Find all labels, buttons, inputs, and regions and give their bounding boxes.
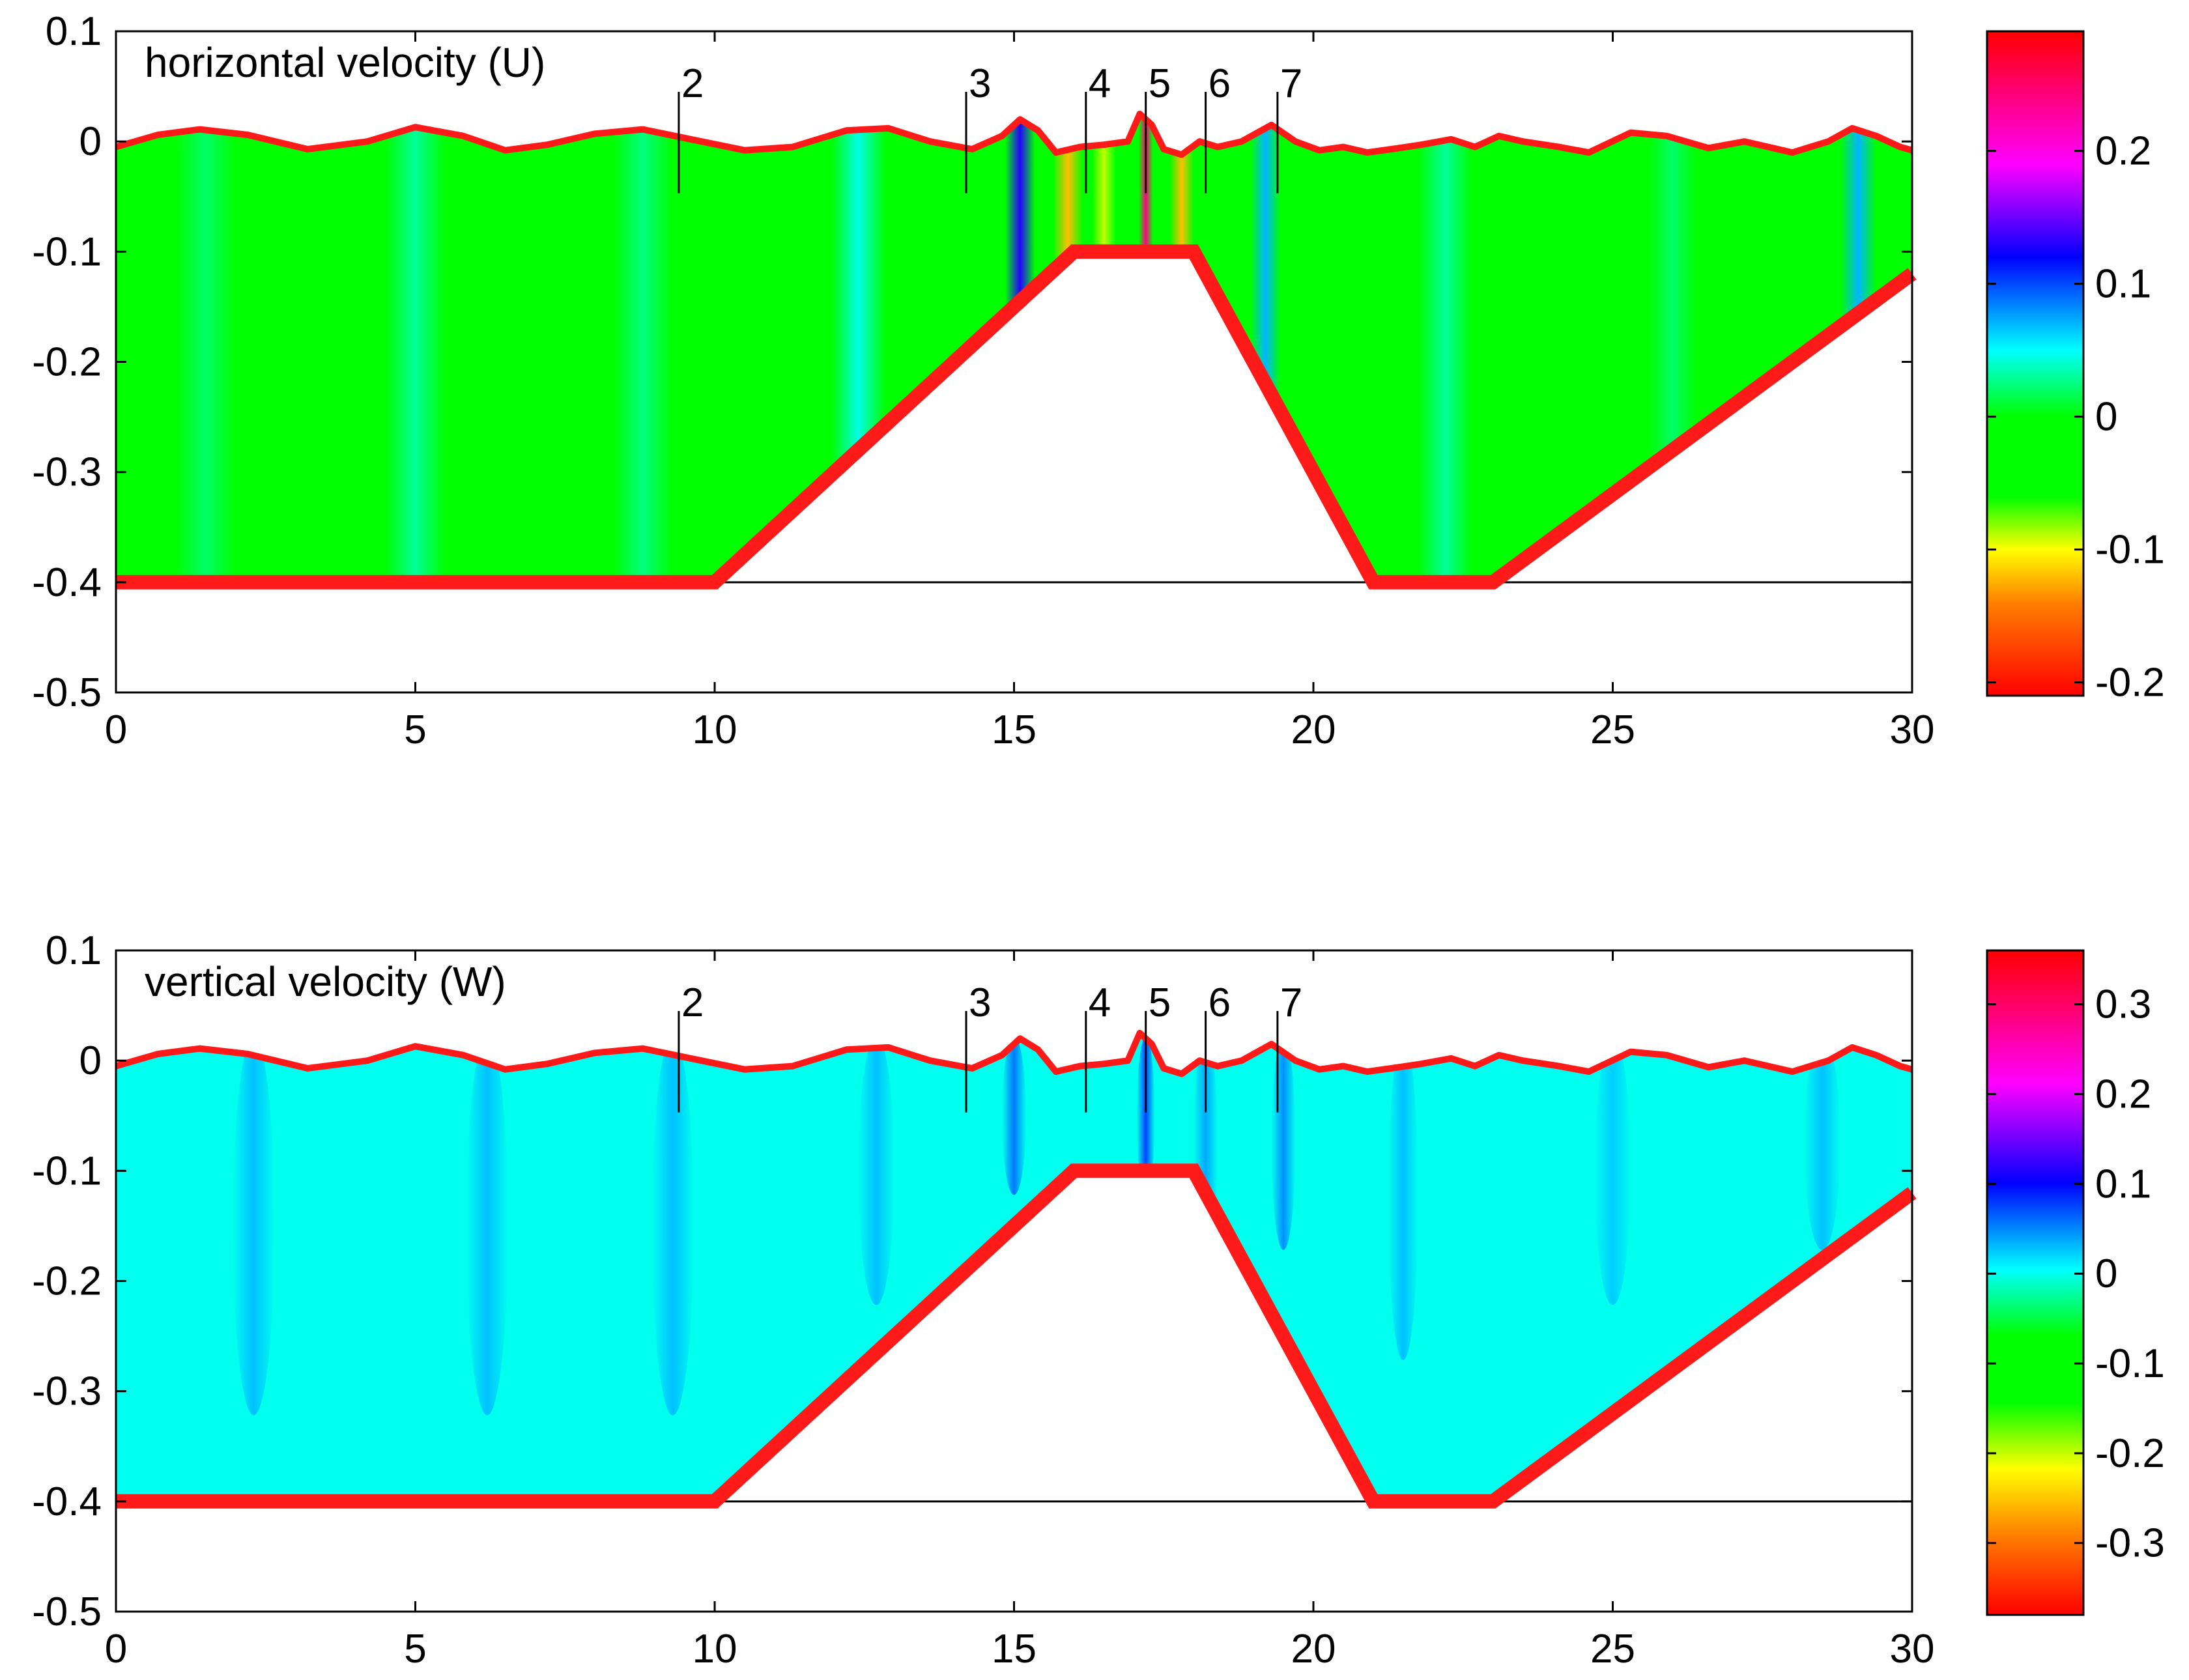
- y-tick-label: -0.2: [32, 1259, 102, 1304]
- velocity-band: [1388, 1036, 1418, 1360]
- colorbar-tick-label: -0.1: [2095, 528, 2165, 573]
- bathymetry-line: [116, 244, 1917, 590]
- y-tick-label: 0.1: [46, 9, 102, 54]
- velocity-band: [831, 113, 885, 582]
- y-tick-label: -0.5: [32, 1589, 102, 1634]
- x-tick-label: 10: [693, 1627, 737, 1672]
- y-tick-label: -0.4: [32, 1479, 102, 1524]
- y-tick-label: 0: [79, 1038, 102, 1083]
- gauge-label: 2: [681, 980, 704, 1025]
- y-axis: 0.1 0 -0.1 -0.2 -0.3 -0.4 -0.5: [32, 928, 1912, 1634]
- y-tick-label: -0.4: [32, 560, 102, 605]
- y-tick-label: 0.1: [46, 928, 102, 973]
- colorbar-axis: 0.2 0.1 0 -0.1 -0.2: [1987, 129, 2165, 705]
- gauge-label: 7: [1280, 980, 1302, 1025]
- colorbar-tick-label: 0: [2095, 395, 2117, 440]
- x-tick-label: 30: [1890, 707, 1935, 752]
- velocity-band: [1136, 1036, 1155, 1195]
- colorbar: [1986, 30, 2085, 697]
- gauge-label: 3: [969, 61, 991, 106]
- gauge-label: 6: [1209, 980, 1231, 1025]
- y-tick-label: 0: [79, 119, 102, 164]
- y-tick-label: -0.3: [32, 1369, 102, 1414]
- free-surface-line: [115, 110, 1913, 158]
- colorbar-axis: 0.3 0.2 0.1 0 -0.1 -0.2 -0.3: [1987, 982, 2165, 1566]
- velocity-band: [651, 1036, 694, 1416]
- colorbar-tick-label: 0.1: [2095, 1161, 2151, 1206]
- heatmap-field: [116, 1032, 1912, 1502]
- velocity-band: [233, 1036, 275, 1416]
- velocity-band: [1092, 113, 1116, 582]
- velocity-band: [1594, 1036, 1631, 1305]
- x-tick-label: 20: [1291, 707, 1336, 752]
- y-tick-label: -0.5: [32, 670, 102, 715]
- velocity-band: [1271, 1036, 1296, 1250]
- velocity-band: [1053, 113, 1083, 582]
- x-tick-label: 5: [404, 1627, 426, 1672]
- y-tick-label: -0.2: [32, 340, 102, 385]
- y-tick-label: -0.1: [32, 229, 102, 274]
- gauge-label: 6: [1209, 61, 1231, 106]
- gauge-label: 5: [1149, 980, 1171, 1025]
- colorbar-tick-label: -0.2: [2095, 1431, 2165, 1476]
- x-tick-label: 10: [693, 707, 737, 752]
- gauge-label: 4: [1089, 61, 1111, 106]
- x-tick-label: 25: [1590, 707, 1635, 752]
- gauge-label: 3: [969, 980, 991, 1025]
- y-tick-label: -0.1: [32, 1148, 102, 1193]
- gauge-label: 2: [681, 61, 704, 106]
- panel-title: horizontal velocity (U): [145, 39, 545, 86]
- x-tick-label: 15: [992, 707, 1037, 752]
- velocity-band: [1840, 113, 1876, 582]
- colorbar-tick-label: 0: [2095, 1251, 2117, 1296]
- velocity-band: [612, 113, 673, 582]
- velocity-band: [1804, 1036, 1840, 1250]
- x-axis: 0 5 10 15 20 25 30: [105, 950, 1935, 1672]
- gauge-label: 5: [1149, 61, 1171, 106]
- velocity-band: [858, 1036, 894, 1305]
- x-tick-label: 20: [1291, 1627, 1336, 1672]
- free-surface-line: [115, 1029, 1913, 1077]
- velocity-band: [1005, 113, 1035, 582]
- x-tick-label: 0: [105, 1627, 127, 1672]
- colorbar-tick-label: -0.2: [2095, 661, 2165, 705]
- velocity-band: [1418, 113, 1472, 582]
- x-axis: 0 5 10 15 20 25 30: [105, 31, 1935, 752]
- x-tick-label: 15: [992, 1627, 1037, 1672]
- panel-title: vertical velocity (W): [145, 958, 506, 1005]
- heatmap-field: [116, 113, 1912, 582]
- velocity-band: [1648, 113, 1697, 582]
- bathymetry-line: [116, 1163, 1917, 1509]
- x-tick-label: 25: [1590, 1627, 1635, 1672]
- colorbar: [1986, 949, 2085, 1616]
- colorbar-tick-label: -0.1: [2095, 1341, 2165, 1386]
- colorbar-tick-label: 0.2: [2095, 129, 2151, 174]
- gauge-label: 4: [1089, 980, 1111, 1025]
- velocity-band: [466, 1036, 508, 1416]
- colorbar-tick-label: 0.1: [2095, 262, 2151, 307]
- velocity-band: [1169, 113, 1194, 582]
- x-tick-label: 0: [105, 707, 127, 752]
- x-tick-label: 5: [404, 707, 426, 752]
- velocity-band: [1002, 1036, 1026, 1195]
- y-axis: 0.1 0 -0.1 -0.2 -0.3 -0.4 -0.5: [32, 9, 1912, 715]
- velocity-band: [175, 113, 236, 582]
- velocity-band: [385, 113, 446, 582]
- x-tick-label: 30: [1890, 1627, 1935, 1672]
- y-tick-label: -0.3: [32, 450, 102, 495]
- colorbar-tick-label: 0.2: [2095, 1072, 2151, 1117]
- colorbar-tick-label: 0.3: [2095, 982, 2151, 1027]
- colorbar-tick-label: -0.3: [2095, 1521, 2165, 1566]
- gauge-label: 7: [1280, 61, 1302, 106]
